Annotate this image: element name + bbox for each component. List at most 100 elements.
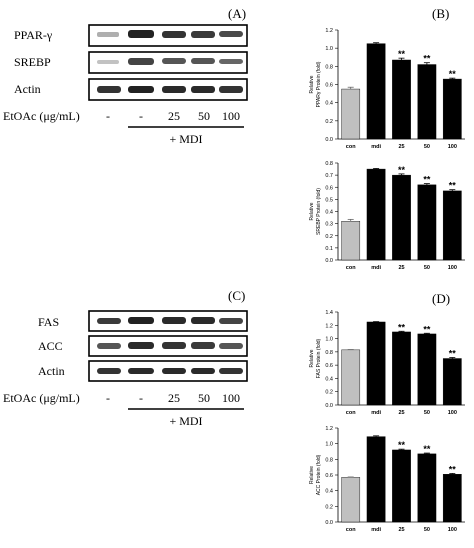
panel-label-b: (B)	[432, 6, 449, 21]
panel-label-d: (D)	[432, 291, 450, 306]
y-tick-label: 0.2	[325, 390, 333, 396]
bar	[442, 78, 462, 140]
significance-label: **	[398, 165, 406, 175]
lane-label-a-4: 50	[198, 109, 210, 123]
y-tick-label: 0.5	[325, 197, 333, 203]
lane-label-c-2: -	[139, 391, 143, 405]
lane-label-c-1: -	[106, 391, 110, 405]
y-tick-label: 0.2	[325, 504, 333, 510]
x-tick-label: 50	[424, 265, 430, 271]
y-tick-label: 0.2	[325, 234, 333, 240]
significance-label: **	[449, 181, 457, 191]
x-tick-label: 100	[448, 527, 457, 533]
bar	[366, 321, 386, 406]
y-tick-label: 0.4	[325, 210, 333, 216]
blot-strip-actin-c	[88, 360, 248, 382]
blot-strip-actin-a	[88, 78, 248, 101]
lane-label-a-5: 100	[222, 109, 240, 123]
lane-label-a-3: 25	[168, 109, 180, 123]
band-label-pparg: PPAR-γ	[14, 28, 53, 42]
blot-strip-acc	[88, 335, 248, 357]
y-tick-label: 1.4	[325, 310, 333, 316]
bar	[442, 358, 462, 406]
y-tick-label: 1.0	[325, 442, 333, 448]
significance-label: **	[449, 464, 457, 474]
y-tick-label: 0.6	[325, 185, 333, 191]
x-tick-label: con	[346, 265, 356, 271]
x-tick-label: 25	[398, 265, 404, 271]
bar	[392, 174, 411, 261]
band-label-fas: FAS	[38, 315, 59, 329]
y-tick-label: 1.0	[325, 337, 333, 343]
y-tick-label: 0.6	[325, 83, 333, 89]
significance-label: **	[449, 349, 457, 359]
bar	[442, 474, 462, 523]
lane-label-a-1: -	[106, 109, 110, 123]
bar	[366, 168, 386, 261]
y-axis-label: Relative	[309, 202, 315, 220]
x-tick-label: mdi	[371, 265, 381, 271]
blot-strip-fas	[88, 310, 248, 332]
y-axis-label: Relative	[309, 349, 315, 367]
y-axis-label: Relative	[309, 466, 315, 484]
western-blot-a: PPAR-γ SREBP Actin EtOAc (μg/m	[3, 24, 248, 146]
y-tick-label: 0.2	[325, 119, 333, 125]
y-tick-label: 0.3	[325, 222, 333, 228]
y-axis-label: FAS Protein (fold)	[316, 338, 322, 378]
y-tick-label: 0.4	[325, 101, 333, 107]
y-tick-label: 0.0	[325, 137, 333, 143]
y-tick-label: 0.8	[325, 64, 333, 70]
x-tick-label: mdi	[371, 144, 381, 150]
x-tick-label: 100	[448, 265, 457, 271]
y-tick-label: 0.4	[325, 489, 333, 495]
y-axis-label: Relative	[309, 75, 315, 93]
bar	[341, 477, 361, 523]
chart-fas: 0.0 0.2 0.4 0.6 0.8 1.0 1.2 1.4 Relative FAS Prot…	[309, 310, 465, 416]
x-tick-label: mdi	[371, 527, 381, 533]
bar	[442, 190, 462, 261]
y-tick-label: 1.2	[325, 426, 333, 432]
panel-label-c: (C)	[228, 288, 245, 303]
bar	[366, 43, 386, 140]
y-axis-label: PPARγ Protein (fold)	[316, 61, 322, 107]
x-tick-label: 25	[398, 410, 404, 416]
lane-label-c-4: 50	[198, 391, 210, 405]
band-label-actin-c: Actin	[38, 364, 65, 378]
significance-label: **	[423, 54, 431, 64]
bar	[341, 220, 361, 261]
x-tick-label: con	[346, 527, 356, 533]
x-tick-label: 50	[424, 527, 430, 533]
mdi-label-c: + MDI	[169, 414, 202, 428]
x-tick-label: 100	[448, 410, 457, 416]
x-tick-label: 25	[398, 527, 404, 533]
y-tick-label: 0.8	[325, 457, 333, 463]
blot-strip-srebp	[88, 51, 248, 74]
bar	[417, 184, 437, 261]
y-tick-label: 0.0	[325, 520, 333, 526]
significance-label: **	[423, 444, 431, 454]
y-tick-label: 0.6	[325, 473, 333, 479]
bar	[341, 349, 361, 406]
y-axis-label: SREBP Protein (fold)	[316, 188, 322, 235]
chart-srebp: 0.0 0.1 0.2 0.3 0.4 0.5 0.6 0.7 0.8 Relative SREBP…	[309, 161, 465, 271]
lane-label-c-3: 25	[168, 391, 180, 405]
y-tick-label: 0.4	[325, 376, 333, 382]
band-label-srebp: SREBP	[14, 55, 51, 69]
y-tick-label: 1.2	[325, 28, 333, 34]
y-tick-label: 0.7	[325, 173, 333, 179]
bar	[392, 331, 411, 406]
significance-label: **	[423, 324, 431, 334]
y-tick-label: 0.8	[325, 350, 333, 356]
y-tick-label: 0.6	[325, 363, 333, 369]
western-blot-c: FAS ACC Actin EtOAc (μg/mL)	[3, 310, 248, 428]
treatment-label-c: EtOAc (μg/mL)	[3, 391, 80, 405]
bar	[392, 449, 411, 523]
bar	[392, 59, 411, 140]
y-tick-label: 0.0	[325, 403, 333, 409]
x-tick-label: 50	[424, 144, 430, 150]
x-tick-label: 50	[424, 410, 430, 416]
bar	[417, 64, 437, 140]
bar	[417, 453, 437, 523]
significance-label: **	[398, 440, 406, 450]
